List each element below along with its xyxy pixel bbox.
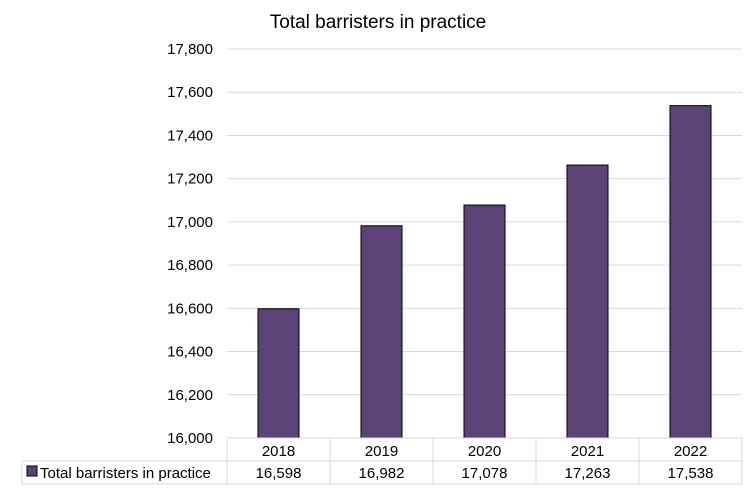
bar-2019 bbox=[360, 225, 403, 439]
y-tick-label: 17,600 bbox=[167, 84, 213, 101]
y-axis-tick-labels: 16,000 16,200 16,400 16,600 16,800 17,000 17,2… bbox=[167, 41, 213, 447]
y-tick-label: 17,800 bbox=[167, 41, 213, 58]
y-tick-label: 16,800 bbox=[167, 257, 213, 274]
legend-key bbox=[26, 465, 38, 477]
data-table: 2018 2019 2020 2021 2022 Total barristers in … bbox=[21, 438, 743, 485]
category-label: 2019 bbox=[365, 443, 398, 460]
y-tick-label: 16,400 bbox=[167, 344, 213, 361]
table-value: 17,263 bbox=[565, 465, 611, 482]
bar-2020 bbox=[463, 204, 506, 439]
category-label: 2021 bbox=[571, 443, 604, 460]
y-tick-label: 17,400 bbox=[167, 127, 213, 144]
y-tick-label: 16,200 bbox=[167, 387, 213, 404]
y-tick-label: 17,000 bbox=[167, 214, 213, 231]
bar-2018 bbox=[257, 308, 300, 439]
category-label: 2020 bbox=[468, 443, 501, 460]
bar-2022 bbox=[669, 105, 712, 439]
y-tick-label: 16,600 bbox=[167, 300, 213, 317]
bar-2021 bbox=[566, 164, 609, 439]
bars bbox=[257, 105, 712, 439]
table-value: 17,078 bbox=[462, 465, 508, 482]
table-value: 17,538 bbox=[668, 465, 714, 482]
category-label: 2018 bbox=[262, 443, 295, 460]
series-name: Total barristers in practice bbox=[40, 465, 211, 482]
chart-title: Total barristers in practice bbox=[270, 12, 486, 33]
y-tick-label: 17,200 bbox=[167, 171, 213, 188]
table-value: 16,598 bbox=[256, 465, 302, 482]
y-tick-label: 16,000 bbox=[167, 430, 213, 447]
category-label: 2022 bbox=[674, 443, 707, 460]
table-value: 16,982 bbox=[359, 465, 405, 482]
